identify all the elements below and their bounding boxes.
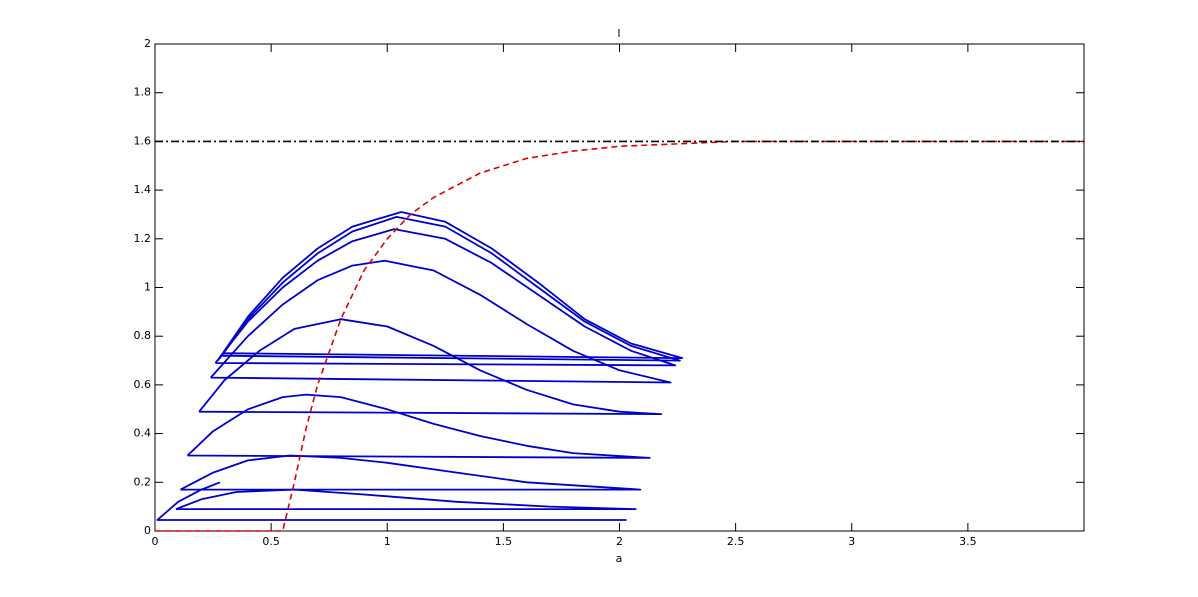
y-tick-label: 0.8 [134, 329, 152, 342]
chart-title: l [617, 27, 620, 40]
line-series [155, 140, 1084, 532]
x-tick-label: 0 [152, 535, 159, 548]
x-tick-label: 0.5 [262, 535, 280, 548]
x-tick-label: 1.5 [495, 535, 513, 548]
x-tick-label: 2.5 [727, 535, 745, 548]
y-tick-label: 1.4 [134, 183, 152, 196]
line-series [156, 481, 627, 521]
line-series [216, 211, 684, 362]
y-tick-label: 0.2 [134, 475, 152, 488]
y-tick-label: 1.6 [134, 134, 152, 147]
x-tick-label: 3 [848, 535, 855, 548]
y-tick-label: 0.6 [134, 378, 152, 391]
x-tick-label: 1 [384, 535, 391, 548]
y-tick-label: 1.8 [134, 86, 152, 99]
y-tick-label: 1.2 [134, 232, 152, 245]
line-series [198, 318, 663, 415]
y-tick-label: 1 [144, 281, 151, 294]
x-tick-label: 2 [616, 535, 623, 548]
line-series [210, 259, 672, 384]
line-series [180, 454, 642, 491]
y-tick-label: 0 [144, 524, 151, 537]
line-series [214, 228, 677, 367]
x-tick-label: 3.5 [959, 535, 977, 548]
line-series [175, 488, 637, 510]
y-tick-label: 2 [144, 37, 151, 50]
x-axis-label: a [616, 552, 623, 565]
line-series [219, 216, 681, 362]
y-tick-label: 0.4 [134, 427, 152, 440]
line-series [186, 393, 651, 459]
plot-area [154, 43, 1085, 532]
